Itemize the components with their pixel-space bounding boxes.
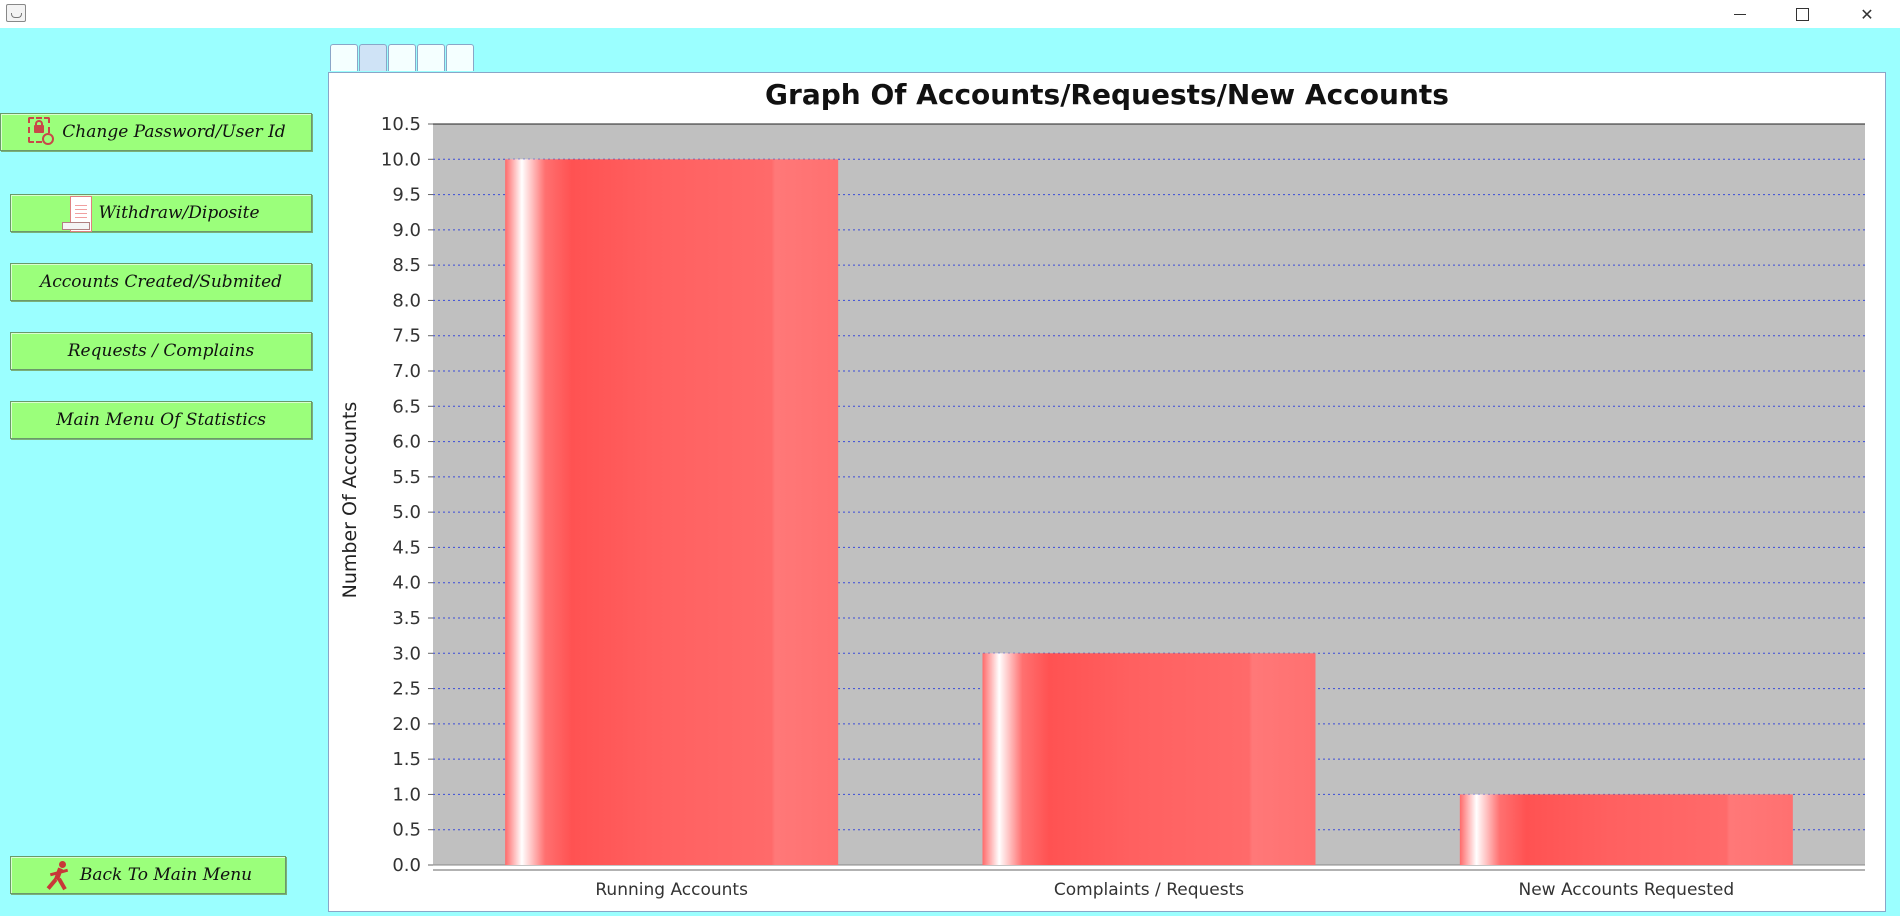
y-tick-label: 2.0: [392, 714, 421, 735]
main-menu-statistics-button[interactable]: Main Menu Of Statistics: [10, 401, 312, 439]
tab-5[interactable]: [446, 44, 474, 71]
y-tick-label: 7.0: [392, 361, 421, 382]
maximize-icon[interactable]: [1775, 0, 1829, 28]
close-icon[interactable]: ✕: [1860, 4, 1874, 24]
change-password-label: Change Password/User Id: [62, 122, 286, 142]
main-menu-statistics-label: Main Menu Of Statistics: [56, 410, 266, 430]
withdraw-deposit-label: Withdraw/Diposite: [98, 203, 260, 223]
chart-title: Graph Of Accounts/Requests/New Accounts: [765, 78, 1449, 111]
tab-2[interactable]: [359, 44, 387, 71]
y-tick-label: 8.5: [392, 255, 421, 276]
requests-complains-label: Requests / Complains: [67, 341, 255, 361]
y-tick-label: 1.5: [392, 749, 421, 770]
change-password-button[interactable]: Change Password/User Id: [0, 113, 312, 151]
running-person-icon: [44, 858, 74, 892]
bar: [982, 653, 1316, 865]
x-tick-label: Running Accounts: [595, 880, 748, 900]
y-tick-label: 6.5: [392, 396, 421, 417]
y-tick-label: 3.5: [392, 608, 421, 629]
y-tick-label: 5.5: [392, 467, 421, 488]
withdraw-deposit-button[interactable]: Withdraw/Diposite: [10, 194, 312, 232]
y-tick-label: 7.5: [392, 326, 421, 347]
back-to-main-menu-button[interactable]: Back To Main Menu: [10, 856, 286, 894]
y-tick-label: 6.0: [392, 432, 421, 453]
y-tick-label: 9.0: [392, 220, 421, 241]
y-tick-label: 10.5: [381, 114, 421, 135]
bar: [505, 159, 839, 866]
y-tick-label: 3.0: [392, 643, 421, 664]
paper-tray-icon: [62, 196, 93, 232]
accounts-created-label: Accounts Created/Submited: [39, 272, 283, 292]
y-tick-label: 4.5: [392, 537, 421, 558]
y-tick-label: 0.5: [392, 820, 421, 841]
tab-3[interactable]: [388, 44, 416, 71]
x-tick-label: New Accounts Requested: [1518, 880, 1734, 900]
java-app-icon: [6, 4, 26, 22]
window-titlebar: ✕: [0, 0, 1900, 28]
bar: [1459, 794, 1793, 865]
tab-1[interactable]: [330, 44, 358, 71]
y-tick-label: 2.5: [392, 679, 421, 700]
y-tick-label: 10.0: [381, 149, 421, 170]
tab-4[interactable]: [417, 44, 445, 71]
x-tick-label: Complaints / Requests: [1054, 880, 1244, 900]
y-tick-label: 8.0: [392, 290, 421, 311]
back-to-main-menu-label: Back To Main Menu: [79, 865, 253, 885]
y-tick-label: 9.5: [392, 185, 421, 206]
accounts-created-button[interactable]: Accounts Created/Submited: [10, 263, 312, 301]
requests-complains-button[interactable]: Requests / Complains: [10, 332, 312, 370]
lock-key-icon: [26, 115, 56, 149]
y-tick-label: 1.0: [392, 784, 421, 805]
minimize-icon[interactable]: [1713, 0, 1767, 28]
y-tick-label: 0.0: [392, 855, 421, 876]
y-tick-label: 4.0: [392, 573, 421, 594]
y-tick-label: 5.0: [392, 502, 421, 523]
